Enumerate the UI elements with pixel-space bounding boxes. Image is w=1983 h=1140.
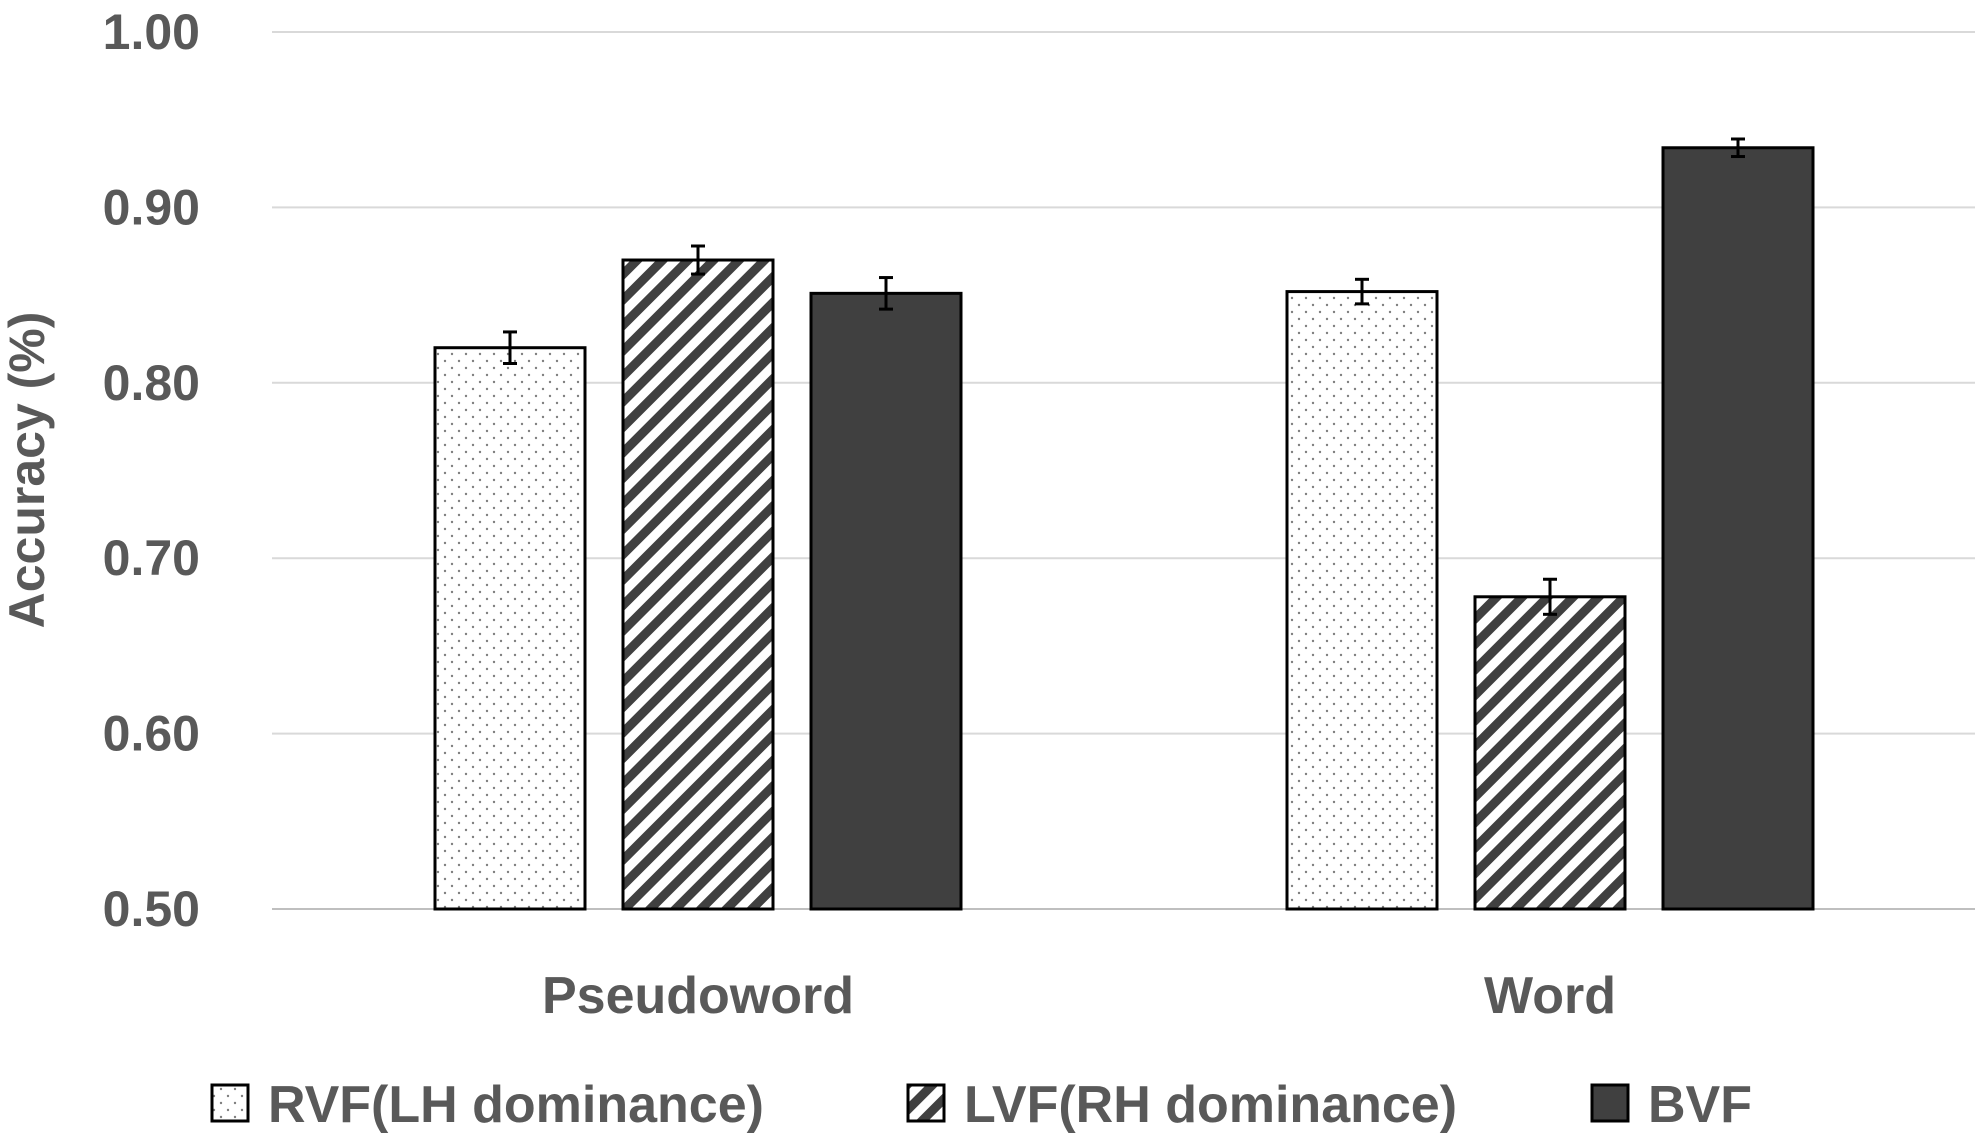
legend-item-2: LVF(RH dominance) [906,1076,1457,1134]
error-bar [691,244,705,276]
legend-label: LVF(RH dominance) [964,1076,1457,1134]
y-tick-label: 0.60 [103,706,200,762]
legend-item-1: RVF(LH dominance) [210,1076,764,1134]
y-tick-label: 0.90 [103,179,200,235]
x-category-label: Word [1484,967,1616,1025]
legend-label: RVF(LH dominance) [268,1076,764,1134]
bar-pseudoword-series-2 [621,258,775,911]
error-bar [1543,577,1557,616]
legend-item-3: BVF [1590,1076,1752,1134]
bar-word-series-3 [1661,146,1815,911]
y-tick-label: 1.00 [103,4,200,60]
legend-label: BVF [1648,1076,1752,1134]
error-bar [879,276,893,311]
x-category-label: Pseudoword [542,967,854,1025]
y-axis-title: Accuracy (%) [0,312,55,629]
bar-word-series-2 [1473,595,1627,911]
y-tick-label: 0.80 [103,355,200,411]
y-tick-label: 0.50 [103,881,200,937]
legend-swatch [906,1083,946,1123]
y-axis-tick-labels: 0.50 0.60 0.70 0.80 0.90 1.00 [103,4,200,937]
error-bars [503,137,1745,616]
error-bar [1355,277,1369,306]
y-tick-label: 0.70 [103,530,200,586]
legend-swatch [210,1083,250,1123]
legend: RVF(LH dominance) LVF(RH dominance) BVF [210,1076,1752,1134]
x-axis-category-labels: Pseudoword Word [542,967,1616,1025]
bar-pseudoword-series-1 [433,346,587,911]
legend-swatch [1590,1083,1630,1123]
error-bar [1731,137,1745,159]
bar-word-series-1 [1285,290,1439,911]
bars [433,146,1815,911]
error-bar [503,330,517,366]
bar-pseudoword-series-3 [809,291,963,911]
